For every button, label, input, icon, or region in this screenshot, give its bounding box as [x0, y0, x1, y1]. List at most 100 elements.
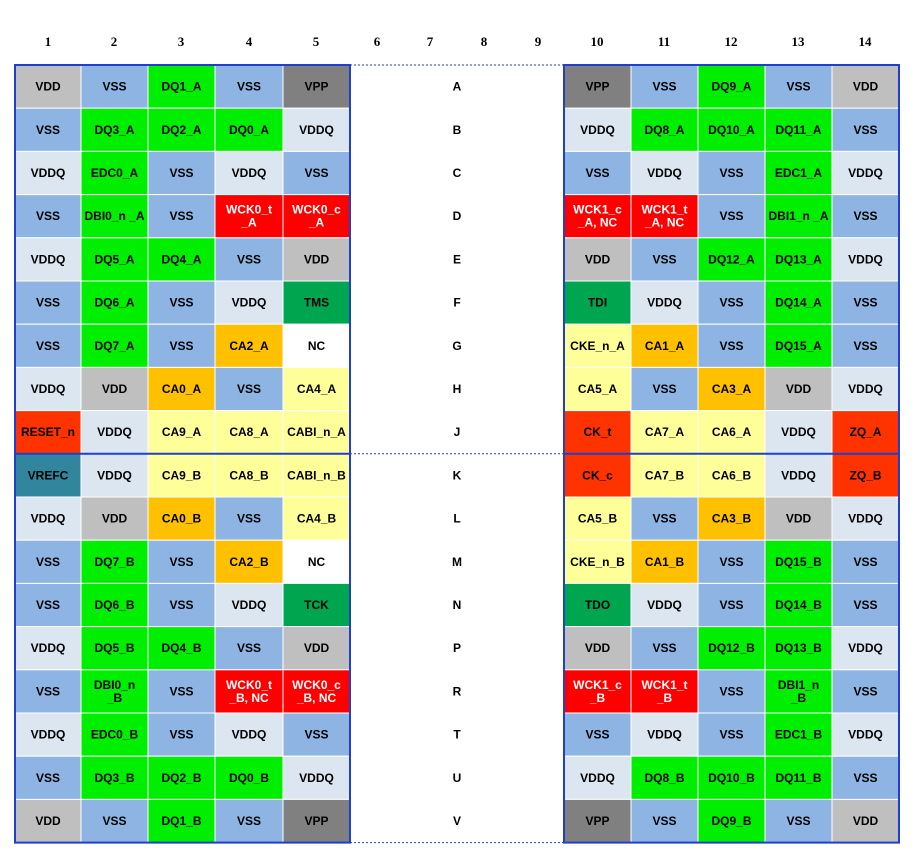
signal-dbi0-n-b: DBI0_n _B: [94, 678, 135, 705]
ball-cell-bg: [14, 323, 82, 368]
ball-cell-bg: [14, 626, 82, 671]
signal-dq2-a: DQ2_A: [161, 123, 201, 137]
signal-ca6-a: CA6_A: [712, 425, 752, 439]
signal-wck0-c-a: WCK0_c _A: [292, 203, 341, 230]
signal-wck0-t-a: WCK0_t _A: [226, 203, 272, 230]
ball-N3: VSS: [147, 582, 216, 628]
signal-ca4-b: CA4_B: [297, 512, 337, 526]
ball-R11: WCK1_t _B: [630, 669, 699, 714]
signal-vss: VSS: [237, 512, 261, 526]
ball-U14: VSS: [831, 755, 900, 800]
ball-U13: DQ11_B: [764, 755, 833, 800]
ball-cell-bg: [282, 64, 351, 109]
ball-P13: DQ13_B: [764, 626, 833, 671]
ball-N12: VSS: [697, 582, 766, 628]
signal-vss: VSS: [853, 123, 877, 137]
ball-N11: VDDQ: [630, 582, 699, 628]
ball-cell-bg: [563, 539, 632, 584]
row-letter-U: U: [453, 771, 462, 785]
signal-zq-a: ZQ_A: [849, 425, 881, 439]
signal-vddq: VDDQ: [580, 123, 615, 137]
signal-vss: VSS: [652, 512, 676, 526]
ball-R1: VSS: [14, 669, 82, 714]
row-letter-P: P: [453, 641, 461, 655]
signal-tdo: TDO: [585, 598, 610, 612]
signal-vss: VSS: [585, 728, 609, 742]
ball-T2: EDC0_B: [80, 712, 149, 757]
ball-cell-bg: [80, 410, 149, 455]
signal-vss: VSS: [719, 555, 743, 569]
ball-cell-bg: [14, 107, 82, 152]
ball-cell-bg: [831, 107, 900, 152]
ball-cell-bg: [282, 798, 351, 844]
signal-vddq: VDDQ: [31, 641, 66, 655]
ball-H3: CA0_A: [147, 366, 216, 412]
signal-vdd: VDD: [304, 641, 330, 655]
signal-dq13-b: DQ13_B: [775, 641, 822, 655]
ball-J4: CA8_A: [214, 410, 284, 455]
ball-cell-bg: [630, 496, 699, 541]
signal-dq11-b: DQ11_B: [775, 771, 821, 785]
ball-M4: CA2_B: [214, 539, 284, 584]
ball-cell-bg: [697, 496, 766, 541]
signal-dq12-b: DQ12_B: [708, 641, 755, 655]
signal-vss: VSS: [652, 80, 676, 94]
ball-cell-bg: [697, 712, 766, 757]
signal-vss: VSS: [719, 339, 743, 353]
ball-cell-bg: [630, 323, 699, 368]
ball-P4: VSS: [214, 626, 284, 671]
ball-F13: DQ14_A: [764, 280, 833, 325]
ball-G2: DQ7_A: [80, 323, 149, 368]
ball-grid: VDD VSS DQ1_A VSS VPP VPP VSS DQ9_A VSS VDD A VSS DQ…: [14, 64, 900, 844]
signal-vss: VSS: [169, 728, 193, 742]
signal-dq1-b: DQ1_B: [161, 814, 201, 828]
row-letter-J: J: [454, 425, 461, 439]
ball-cell-bg: [80, 453, 149, 498]
signal-nc: NC: [308, 555, 326, 569]
ball-cell-bg: [630, 712, 699, 757]
signal-vddq: VDDQ: [848, 728, 883, 742]
ball-C14: VDDQ: [831, 150, 900, 196]
signal-cabi-n-b: CABI_n_B: [287, 468, 346, 482]
ball-L3: CA0_B: [147, 496, 216, 541]
ball-cell-bg: [147, 323, 216, 368]
ball-cell-bg: [282, 712, 351, 757]
ball-V12: DQ9_B: [697, 798, 766, 844]
signal-zq-b: ZQ_B: [849, 468, 881, 482]
ball-cell-bg: [630, 410, 699, 455]
ball-E13: DQ13_A: [764, 237, 833, 282]
signal-vddq: VDDQ: [299, 771, 334, 785]
ball-V5: VPP: [282, 798, 351, 844]
ball-cell-bg: [80, 626, 149, 671]
ball-cell-bg: [214, 798, 284, 844]
row-letter-E: E: [453, 252, 461, 266]
ball-U4: DQ0_B: [214, 755, 284, 800]
ball-E10: VDD: [563, 237, 632, 282]
signal-vdd: VDD: [35, 80, 61, 94]
ball-cell-bg: [147, 582, 216, 628]
ball-J2: VDDQ: [80, 410, 149, 455]
ball-cell-bg: [282, 107, 351, 152]
row-letter-G: G: [452, 339, 461, 353]
column-header-7: 7: [427, 34, 434, 49]
signal-dq14-b: DQ14_B: [775, 598, 822, 612]
ball-C13: EDC1_A: [764, 150, 833, 196]
signal-vss: VSS: [652, 382, 676, 396]
ball-cell-bg: [831, 280, 900, 325]
ball-U10: VDDQ: [563, 755, 632, 800]
ball-T5: VSS: [282, 712, 351, 757]
ball-U12: DQ10_B: [697, 755, 766, 800]
ball-U11: DQ8_B: [630, 755, 699, 800]
ball-H4: VSS: [214, 366, 284, 412]
ball-C12: VSS: [697, 150, 766, 196]
signal-vss: VSS: [719, 209, 743, 223]
ball-R14: VSS: [831, 669, 900, 714]
ball-D5: WCK0_c _A: [282, 194, 351, 239]
ball-C3: VSS: [147, 150, 216, 196]
ball-P14: VDDQ: [831, 626, 900, 671]
ball-R4: WCK0_t _B, NC: [214, 669, 284, 714]
signal-dq4-b: DQ4_B: [161, 641, 201, 655]
ball-H11: VSS: [630, 366, 699, 412]
ball-cell-bg: [214, 496, 284, 541]
ball-J5: CABI_n_A: [282, 410, 351, 455]
